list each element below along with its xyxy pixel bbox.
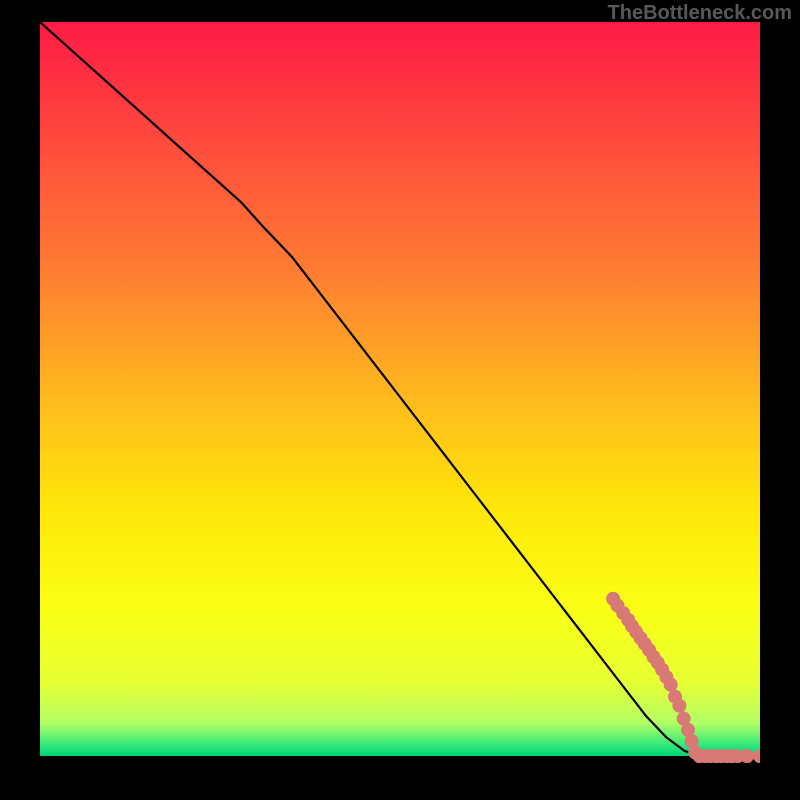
background-gradient [40, 22, 760, 756]
watermark-text: TheBottleneck.com [608, 2, 792, 25]
chart-container: TheBottleneck.com [0, 0, 800, 800]
plot-area [40, 22, 760, 775]
